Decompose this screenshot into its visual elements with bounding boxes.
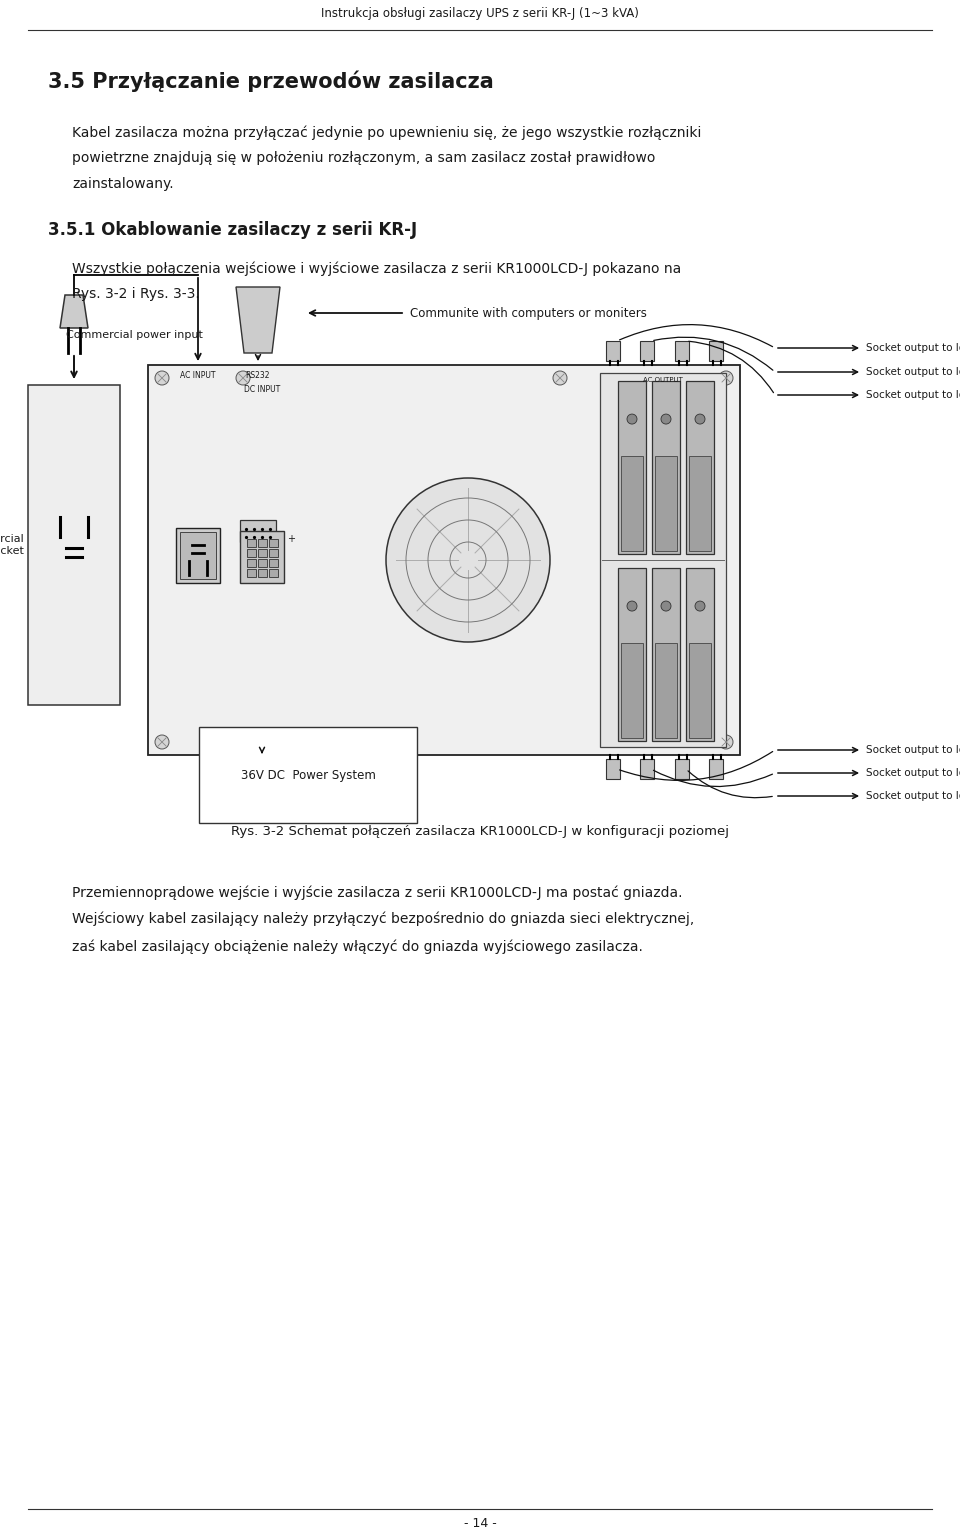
FancyBboxPatch shape bbox=[675, 759, 689, 779]
Circle shape bbox=[236, 734, 250, 750]
FancyBboxPatch shape bbox=[709, 759, 723, 779]
Text: zaś kabel zasilający obciążenie należy włączyć do gniazda wyjściowego zasilacza.: zaś kabel zasilający obciążenie należy w… bbox=[72, 939, 643, 953]
Polygon shape bbox=[236, 287, 280, 353]
Text: 3.5.1 Okablowanie zasilaczy z serii KR-J: 3.5.1 Okablowanie zasilaczy z serii KR-J bbox=[48, 221, 418, 240]
Bar bbox=[247, 539, 256, 547]
FancyBboxPatch shape bbox=[240, 521, 276, 542]
Circle shape bbox=[155, 734, 169, 750]
Circle shape bbox=[155, 371, 169, 385]
Text: DC INPUT: DC INPUT bbox=[244, 385, 280, 394]
Circle shape bbox=[661, 414, 671, 425]
FancyBboxPatch shape bbox=[621, 643, 643, 738]
Circle shape bbox=[386, 478, 550, 641]
Text: Communite with computers or moniters: Communite with computers or moniters bbox=[410, 307, 647, 319]
Text: Rys. 3-2 Schemat połączeń zasilacza KR1000LCD-J w konfiguracji poziomej: Rys. 3-2 Schemat połączeń zasilacza KR10… bbox=[231, 825, 729, 838]
FancyBboxPatch shape bbox=[709, 341, 723, 360]
Text: Rys. 3-2 i Rys. 3-3.: Rys. 3-2 i Rys. 3-3. bbox=[72, 287, 200, 301]
Circle shape bbox=[553, 371, 567, 385]
FancyBboxPatch shape bbox=[148, 365, 740, 754]
FancyBboxPatch shape bbox=[600, 373, 726, 747]
FancyBboxPatch shape bbox=[686, 568, 714, 741]
FancyBboxPatch shape bbox=[618, 568, 646, 741]
Text: RS232: RS232 bbox=[246, 371, 271, 380]
Text: Socket output to load: Socket output to load bbox=[866, 745, 960, 754]
Text: AC INPUT: AC INPUT bbox=[180, 371, 216, 380]
FancyBboxPatch shape bbox=[606, 341, 620, 360]
FancyBboxPatch shape bbox=[621, 457, 643, 551]
FancyBboxPatch shape bbox=[240, 531, 284, 583]
Circle shape bbox=[695, 414, 705, 425]
Text: Wszystkie połączenia wejściowe i wyjściowe zasilacza z serii KR1000LCD-J pokazan: Wszystkie połączenia wejściowe i wyjścio… bbox=[72, 261, 682, 275]
Polygon shape bbox=[60, 295, 88, 328]
Circle shape bbox=[627, 414, 637, 425]
Text: 3.5 Przyłączanie przewodów zasilacza: 3.5 Przyłączanie przewodów zasilacza bbox=[48, 70, 493, 92]
Text: AC OUTPUT: AC OUTPUT bbox=[643, 377, 683, 383]
Text: Socket output to load: Socket output to load bbox=[866, 389, 960, 400]
Text: 36V DC  Power System: 36V DC Power System bbox=[241, 768, 375, 782]
FancyBboxPatch shape bbox=[655, 643, 677, 738]
Text: Socket output to load: Socket output to load bbox=[866, 344, 960, 353]
Bar bbox=[269, 539, 278, 547]
Text: - 14 -: - 14 - bbox=[464, 1516, 496, 1527]
Circle shape bbox=[719, 371, 733, 385]
Bar bbox=[258, 550, 267, 557]
FancyBboxPatch shape bbox=[689, 457, 711, 551]
FancyBboxPatch shape bbox=[675, 341, 689, 360]
Bar bbox=[258, 559, 267, 567]
FancyBboxPatch shape bbox=[640, 341, 654, 360]
Circle shape bbox=[719, 734, 733, 750]
Text: Przemiennoprądowe wejście i wyjście zasilacza z serii KR1000LCD-J ma postać gnia: Przemiennoprądowe wejście i wyjście zasi… bbox=[72, 886, 683, 899]
Bar bbox=[247, 559, 256, 567]
Text: +: + bbox=[287, 534, 295, 544]
Circle shape bbox=[236, 371, 250, 385]
Text: Wejściowy kabel zasilający należy przyłączyć bezpośrednio do gniazda sieci elekt: Wejściowy kabel zasilający należy przyłą… bbox=[72, 912, 694, 927]
Bar bbox=[247, 550, 256, 557]
FancyBboxPatch shape bbox=[606, 759, 620, 779]
FancyBboxPatch shape bbox=[689, 643, 711, 738]
Text: Socket output to load: Socket output to load bbox=[866, 768, 960, 777]
FancyBboxPatch shape bbox=[652, 382, 680, 554]
Text: Commercial power input: Commercial power input bbox=[66, 330, 203, 341]
Bar bbox=[258, 539, 267, 547]
Bar bbox=[247, 570, 256, 577]
Text: Socket output to load: Socket output to load bbox=[866, 791, 960, 802]
Text: zainstalowany.: zainstalowany. bbox=[72, 177, 174, 191]
Text: Commercial
power socket: Commercial power socket bbox=[0, 534, 24, 556]
Text: Kabel zasilacza można przyłączać jedynie po upewnieniu się, że jego wszystkie ro: Kabel zasilacza można przyłączać jedynie… bbox=[72, 125, 702, 139]
FancyBboxPatch shape bbox=[176, 527, 220, 582]
FancyBboxPatch shape bbox=[618, 382, 646, 554]
Text: Instrukcja obsługi zasilaczy UPS z serii KR-J (1~3 kVA): Instrukcja obsługi zasilaczy UPS z serii… bbox=[321, 8, 639, 20]
Bar bbox=[269, 559, 278, 567]
Circle shape bbox=[695, 602, 705, 611]
FancyBboxPatch shape bbox=[640, 759, 654, 779]
Bar bbox=[269, 550, 278, 557]
Bar bbox=[258, 570, 267, 577]
FancyBboxPatch shape bbox=[655, 457, 677, 551]
Circle shape bbox=[627, 602, 637, 611]
FancyBboxPatch shape bbox=[652, 568, 680, 741]
Circle shape bbox=[661, 602, 671, 611]
FancyBboxPatch shape bbox=[28, 385, 120, 705]
Text: Socket output to load: Socket output to load bbox=[866, 366, 960, 377]
FancyBboxPatch shape bbox=[686, 382, 714, 554]
Bar bbox=[269, 570, 278, 577]
FancyBboxPatch shape bbox=[180, 531, 216, 579]
Text: powietrzne znajdują się w położeniu rozłączonym, a sam zasilacz został prawidłow: powietrzne znajdują się w położeniu rozł… bbox=[72, 151, 656, 165]
